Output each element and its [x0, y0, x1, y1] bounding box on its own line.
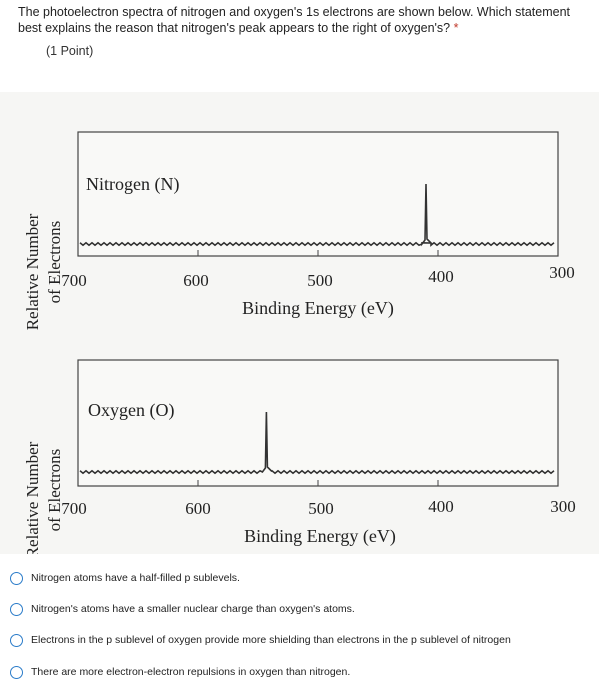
question-body: The photoelectron spectra of nitrogen an… [18, 5, 571, 35]
oxygen-tick-400: 400 [428, 497, 454, 516]
nitrogen-tick-500: 500 [307, 271, 333, 290]
option-3-label: Electrons in the p sublevel of oxygen pr… [31, 634, 511, 646]
nitrogen-ylabel-1: Relative Number [23, 213, 42, 330]
option-3[interactable]: Electrons in the p sublevel of oxygen pr… [10, 628, 590, 652]
nitrogen-spectrum-line [79, 183, 555, 247]
option-1-label: Nitrogen atoms have a half-filled p subl… [31, 572, 240, 584]
nitrogen-tick-600: 600 [183, 271, 209, 290]
oxygen-tick-700: 700 [61, 499, 87, 518]
question-text: The photoelectron spectra of nitrogen an… [18, 4, 578, 36]
oxygen-tick-300: 300 [550, 497, 576, 516]
nitrogen-tick-300: 300 [549, 263, 575, 282]
oxygen-plot-frame [77, 359, 559, 487]
option-1-radio[interactable] [10, 571, 23, 585]
question-points: (1 Point) [46, 44, 94, 58]
nitrogen-xlabel: Binding Energy (eV) [242, 298, 394, 319]
oxygen-ylabel-1: Relative Number [23, 441, 42, 554]
nitrogen-panel-label: Nitrogen (N) [86, 174, 179, 195]
nitrogen-tick-400: 400 [428, 267, 454, 286]
oxygen-tick-600: 600 [185, 499, 211, 518]
oxygen-panel-label: Oxygen (O) [88, 400, 174, 421]
nitrogen-ylabel-2: of Electrons [45, 221, 64, 304]
nitrogen-tick-700: 700 [61, 271, 87, 290]
nitrogen-panel: Relative Number of Electrons Nitrogen (N… [23, 131, 575, 330]
oxygen-panel: Relative Number of Electrons Oxygen (O) … [23, 359, 576, 554]
option-2[interactable]: Nitrogen's atoms have a smaller nuclear … [10, 597, 590, 621]
nitrogen-plot-frame [77, 131, 559, 257]
option-4-label: There are more electron-electron repulsi… [31, 666, 351, 678]
nitrogen-x-ticks [77, 250, 559, 256]
oxygen-tick-500: 500 [308, 499, 334, 518]
option-4-radio[interactable] [10, 665, 23, 679]
oxygen-spectrum-line [79, 411, 555, 475]
required-mark: * [453, 21, 459, 35]
option-3-radio[interactable] [10, 633, 23, 647]
pes-figure-svg: Relative Number of Electrons Nitrogen (N… [23, 131, 576, 554]
option-1[interactable]: Nitrogen atoms have a half-filled p subl… [10, 566, 590, 590]
pes-figure: Relative Number of Electrons Nitrogen (N… [0, 92, 599, 554]
option-4[interactable]: There are more electron-electron repulsi… [10, 660, 590, 684]
option-2-label: Nitrogen's atoms have a smaller nuclear … [31, 603, 355, 615]
option-2-radio[interactable] [10, 602, 23, 616]
oxygen-x-ticks [77, 480, 559, 486]
oxygen-ylabel-2: of Electrons [45, 449, 64, 532]
oxygen-xlabel: Binding Energy (eV) [244, 526, 396, 547]
